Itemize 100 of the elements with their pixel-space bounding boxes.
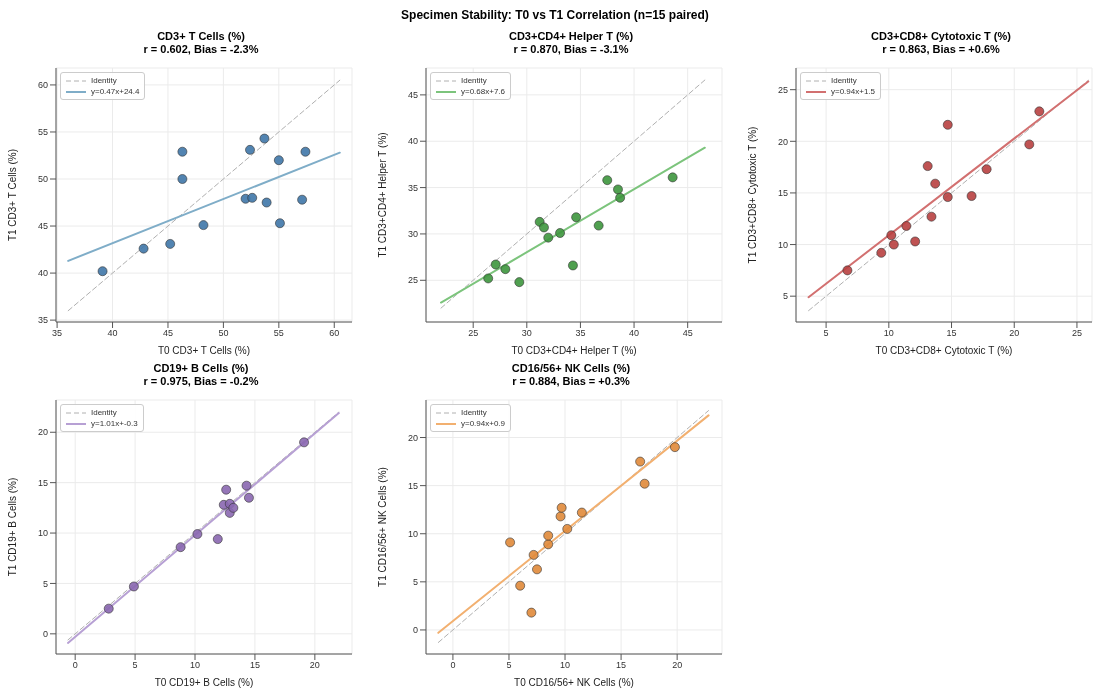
point (129, 581, 139, 592)
point (103, 603, 114, 614)
legend-label: Identity (91, 407, 117, 418)
x-tick-label: 10 (190, 660, 201, 671)
point (483, 273, 494, 284)
y-tick-label: 50 (37, 174, 48, 185)
point (942, 119, 953, 130)
point (942, 192, 953, 202)
y-tick-label: 15 (407, 480, 418, 491)
x-tick-label: 35 (575, 328, 586, 339)
point (97, 266, 108, 277)
point (889, 239, 899, 250)
point (261, 197, 272, 208)
point (526, 607, 537, 618)
x-tick-label: 20 (309, 660, 320, 671)
y-tick-label: 60 (37, 80, 48, 91)
y-tick-label: 15 (777, 188, 788, 199)
point (228, 503, 239, 513)
chart-title: CD3+ T Cells (%) (156, 30, 246, 43)
x-tick-label: 10 (883, 328, 894, 339)
point (532, 564, 542, 575)
point (556, 502, 567, 513)
y-tick-label: 45 (37, 221, 48, 232)
y-tick-label: 20 (407, 432, 418, 443)
point (245, 145, 255, 155)
point (543, 539, 554, 550)
point (930, 178, 941, 189)
point (901, 221, 912, 231)
point (297, 194, 307, 205)
y-axis-title: T1 CD3+CD4+ Helper T (%) (376, 132, 388, 258)
x-tick-label: 5 (132, 660, 138, 671)
point (635, 456, 645, 467)
y-tick-label: 15 (37, 477, 48, 488)
point (177, 174, 188, 184)
point (515, 580, 525, 591)
x-tick-label: 45 (682, 328, 693, 339)
chart-title: CD3+CD4+ Helper T (%) (507, 30, 635, 43)
point (192, 529, 203, 539)
x-tick-label: 40 (629, 328, 640, 339)
x-tick-label: 30 (521, 328, 532, 339)
y-tick-label: 10 (407, 528, 418, 539)
point (500, 264, 511, 274)
point (562, 524, 573, 534)
x-tick-label: 20 (1009, 328, 1020, 339)
chart-subtitle: r = 0.863, Bias = +0.6% (881, 43, 1001, 56)
point (613, 184, 623, 195)
x-tick-label: 15 (616, 660, 627, 671)
point (241, 480, 252, 491)
y-tick-label: 5 (782, 291, 788, 302)
y-tick-label: 0 (412, 625, 418, 636)
y-tick-label: 5 (412, 577, 418, 588)
x-axis-title: T0 CD3+ T Cells (%) (157, 345, 251, 356)
point (670, 442, 680, 452)
point (175, 542, 186, 552)
legend-label: y=0.94x+1.5 (831, 86, 876, 97)
y-axis-title: T1 CD16/56+ NK Cells (%) (376, 467, 388, 587)
y-tick-label: 45 (407, 90, 418, 101)
point (514, 277, 525, 287)
point (555, 511, 566, 522)
text: Specimen Stability: T0 vs T1 Correlation (n=15 paired) (401, 8, 709, 22)
point (244, 492, 254, 503)
x-tick-label: 15 (249, 660, 260, 671)
legend-label: Identity (831, 75, 857, 86)
point (571, 212, 581, 223)
legend-label: y=0.94x+0.9 (461, 418, 506, 429)
x-tick-label: 25 (468, 328, 479, 339)
point (1034, 106, 1045, 117)
y-tick-label: 5 (42, 578, 48, 589)
y-axis-title: T1 CD3+ T Cells (%) (6, 148, 18, 242)
y-tick-label: 25 (777, 84, 788, 95)
legend-label: Identity (91, 75, 117, 86)
x-tick-label: 15 (946, 328, 957, 339)
point (667, 172, 678, 183)
point (221, 484, 231, 495)
chart-subtitle: r = 0.602, Bias = -2.3% (142, 43, 260, 56)
x-tick-label: 35 (52, 328, 63, 339)
point (568, 260, 578, 271)
point (505, 537, 515, 548)
point (299, 437, 309, 448)
x-axis-title: T0 CD19+ B Cells (%) (154, 677, 254, 688)
point (926, 211, 937, 222)
point (177, 146, 188, 157)
x-tick-label: 45 (162, 328, 173, 339)
point (275, 218, 285, 229)
point (842, 265, 853, 276)
x-tick-label: 55 (273, 328, 284, 339)
x-tick-label: 5 (506, 660, 512, 671)
legend-label: y=1.01x+-0.3 (91, 418, 138, 429)
x-axis-title: T0 CD16/56+ NK Cells (%) (514, 677, 634, 688)
point (300, 146, 311, 157)
point (165, 239, 175, 249)
y-tick-label: 10 (37, 528, 48, 539)
legend-label: Identity (461, 75, 487, 86)
y-tick-label: 35 (37, 315, 48, 326)
x-tick-label: 25 (1071, 328, 1082, 339)
point (138, 243, 149, 254)
chart-subtitle: r = 0.975, Bias = -0.2% (142, 375, 260, 388)
legend-label: y=0.47x+24.4 (91, 86, 140, 97)
x-tick-label: 50 (218, 328, 229, 339)
point (615, 192, 625, 203)
